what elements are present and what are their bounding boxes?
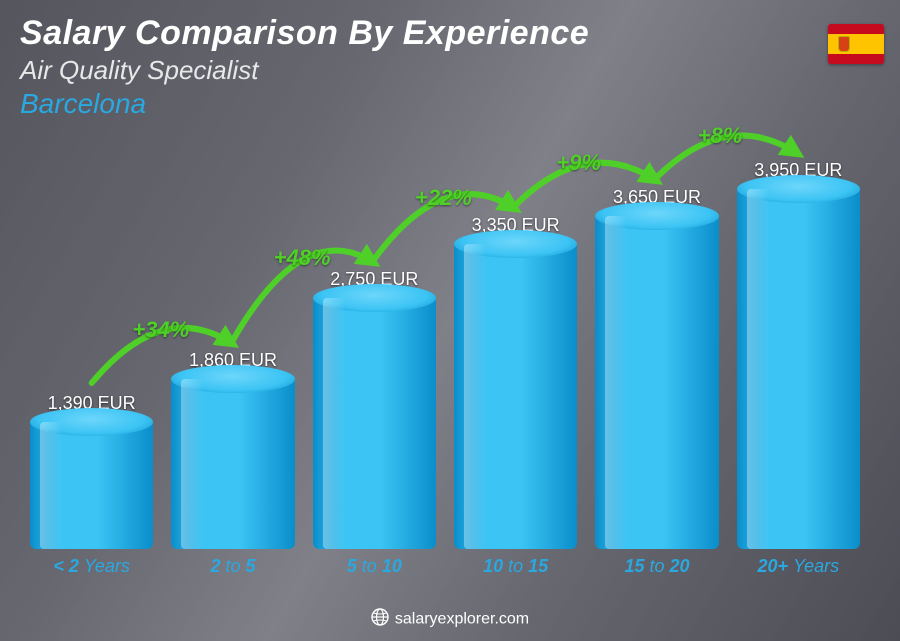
bar — [171, 379, 294, 549]
bar-slot: 1,390 EUR < 2 Years — [30, 393, 153, 549]
bar-category-label: 5 to 10 — [313, 556, 436, 577]
bars-container: 1,390 EUR < 2 Years 1,860 EUR 2 to 5 2,7… — [30, 117, 860, 549]
bar — [454, 244, 577, 549]
bar — [30, 422, 153, 549]
bar-slot: 3,350 EUR 10 to 15 — [454, 215, 577, 549]
infographic-stage: Salary Comparison By Experience Air Qual… — [0, 0, 900, 641]
bar-slot: 1,860 EUR 2 to 5 — [171, 350, 294, 549]
bar — [737, 189, 860, 549]
bar-slot: 3,950 EUR 20+ Years — [737, 160, 860, 549]
bar-slot: 3,650 EUR 15 to 20 — [595, 187, 718, 549]
bar — [595, 216, 718, 549]
chart-location: Barcelona — [20, 88, 589, 120]
chart-subtitle: Air Quality Specialist — [20, 55, 589, 86]
footer: salaryexplorer.com — [0, 608, 900, 631]
bar-category-label: < 2 Years — [30, 556, 153, 577]
bar-category-label: 10 to 15 — [454, 556, 577, 577]
chart-title: Salary Comparison By Experience — [20, 14, 589, 53]
bar-category-label: 2 to 5 — [171, 556, 294, 577]
globe-icon — [371, 608, 389, 631]
bar-category-label: 20+ Years — [737, 556, 860, 577]
footer-site: salaryexplorer.com — [395, 611, 529, 628]
header: Salary Comparison By Experience Air Qual… — [20, 14, 589, 120]
bar — [313, 298, 436, 549]
bar-slot: 2,750 EUR 5 to 10 — [313, 269, 436, 549]
flag-spain-icon — [828, 24, 884, 64]
bar-category-label: 15 to 20 — [595, 556, 718, 577]
bar-chart: 1,390 EUR < 2 Years 1,860 EUR 2 to 5 2,7… — [30, 117, 860, 577]
